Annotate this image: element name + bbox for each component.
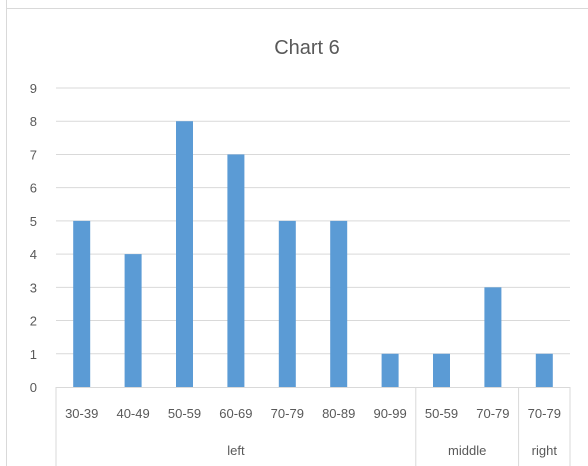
y-tick-label: 5 <box>30 214 37 229</box>
bar <box>73 220 91 387</box>
group-label: right <box>532 443 558 458</box>
chart-title: Chart 6 <box>274 37 340 59</box>
x-tick-label: 30-39 <box>65 406 98 421</box>
x-tick-label: 50-59 <box>425 406 458 421</box>
bars <box>73 121 553 387</box>
group-label: left <box>227 443 245 458</box>
x-tick-label: 60-69 <box>219 406 252 421</box>
x-tick-label: 40-49 <box>116 406 149 421</box>
y-tick-label: 2 <box>30 314 37 329</box>
x-axis: 30-39 40-49 50-59 60-69 70-79 80-89 90-99 50-59… <box>55 387 571 466</box>
gridlines <box>56 87 570 355</box>
y-tick-label: 1 <box>30 347 37 362</box>
x-tick-label: 90-99 <box>373 406 406 421</box>
bar <box>124 254 142 387</box>
bar <box>227 154 245 387</box>
y-tick-label: 0 <box>30 380 37 395</box>
x-tick-label: 80-89 <box>322 406 355 421</box>
y-tick-label: 7 <box>30 147 37 162</box>
y-tick-label: 3 <box>30 280 37 295</box>
bar <box>381 353 399 387</box>
y-axis-ticks: 0 1 2 3 4 5 6 7 8 9 <box>30 81 37 395</box>
x-tick-label: 70-79 <box>271 406 304 421</box>
y-tick-label: 4 <box>30 247 37 262</box>
bar <box>433 353 450 387</box>
chart-border-left <box>6 0 7 466</box>
bar <box>535 353 553 387</box>
x-tick-label: 70-79 <box>528 406 561 421</box>
bar <box>176 121 193 387</box>
y-tick-label: 8 <box>30 114 37 129</box>
chart-border-top <box>6 8 588 9</box>
bar <box>330 220 348 387</box>
y-tick-label: 9 <box>30 81 37 96</box>
group-label: middle <box>448 443 486 458</box>
y-tick-label: 6 <box>30 181 37 196</box>
x-tick-label: 50-59 <box>168 406 201 421</box>
x-tick-label: 70-79 <box>476 406 509 421</box>
bar <box>484 287 502 387</box>
bar <box>278 220 296 387</box>
